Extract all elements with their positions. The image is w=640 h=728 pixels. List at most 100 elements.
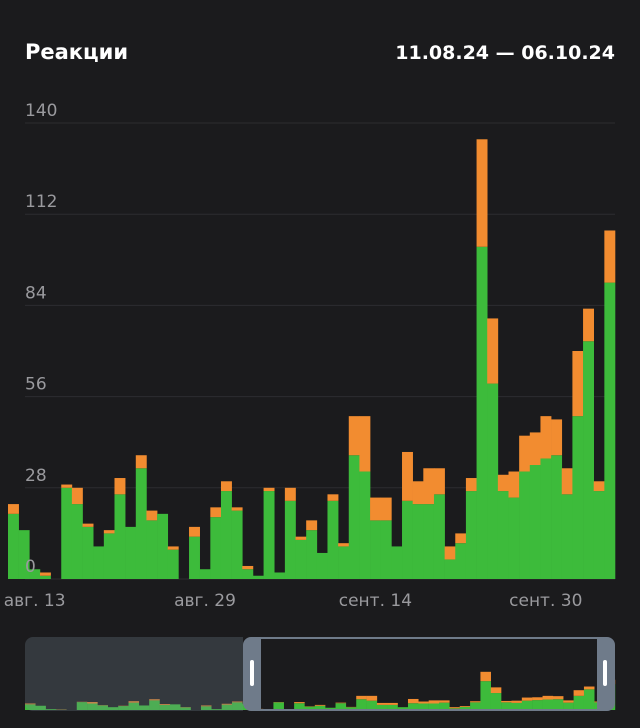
mini-bar-green: [128, 702, 140, 710]
bar-green: [18, 530, 30, 579]
mini-bar-orange: [459, 706, 471, 707]
bar-green: [348, 455, 360, 579]
mini-bar-orange: [387, 702, 398, 705]
bar-green: [423, 504, 435, 579]
mini-bar-orange: [159, 704, 171, 705]
bar-green: [327, 500, 339, 579]
bar-orange: [295, 536, 307, 540]
mini-bar-green: [149, 700, 160, 710]
bar-green: [242, 569, 254, 579]
bar-green: [572, 416, 584, 579]
bar-green: [338, 546, 350, 579]
mini-bar-orange: [25, 703, 36, 705]
bar-orange: [519, 435, 531, 472]
bar-green: [146, 520, 158, 579]
navigator-left-handle[interactable]: [250, 660, 254, 686]
mini-bar-orange: [542, 695, 554, 700]
bar-green: [551, 455, 563, 579]
navigator-unselected-area: [25, 637, 243, 711]
y-tick-labels: 0 28 56 84 112 140: [25, 101, 57, 577]
x-tick-label: сент. 30: [509, 591, 582, 611]
mini-bar-green: [294, 703, 305, 710]
bar-orange: [433, 468, 445, 495]
x-tick-label: авг. 29: [174, 591, 236, 611]
navigator-right-handle[interactable]: [603, 660, 607, 686]
bar-orange: [497, 474, 509, 492]
bar-orange: [583, 308, 595, 342]
mini-bar-green: [521, 700, 533, 710]
bar-orange: [370, 497, 382, 521]
mini-bar-orange: [583, 686, 595, 690]
bar-orange: [561, 468, 573, 495]
mini-bar-green: [76, 702, 88, 710]
mini-bar-green: [470, 702, 481, 710]
mini-bar-green: [407, 703, 419, 710]
bar-orange: [39, 572, 51, 576]
x-tick-labels: авг. 13 авг. 29 сент. 14 сент. 30: [4, 591, 583, 611]
mini-bar-orange: [232, 701, 243, 703]
mini-bar-green: [138, 705, 150, 710]
bar-green: [497, 491, 509, 579]
mini-bar-green: [335, 703, 347, 710]
bar-orange: [146, 510, 158, 521]
mini-bar-green: [563, 702, 574, 710]
bar-orange: [263, 487, 275, 492]
mini-bar-orange: [366, 695, 378, 701]
x-tick-label: сент. 14: [339, 591, 412, 611]
bar-orange: [359, 416, 371, 472]
bar-green: [189, 536, 200, 579]
mini-bar-orange: [490, 687, 502, 694]
bar-orange: [540, 416, 552, 459]
bar-green: [370, 520, 382, 579]
navigator-selection-window[interactable]: [243, 637, 615, 711]
mini-bar-green: [366, 700, 378, 710]
mini-bar-green: [376, 704, 388, 710]
mini-bar-green: [325, 707, 336, 710]
bar-green: [316, 552, 328, 579]
mini-bar-green: [501, 702, 512, 710]
y-tick-label: 112: [25, 192, 57, 212]
bar-orange: [455, 533, 467, 544]
bar-orange: [402, 451, 413, 501]
bar-green: [284, 500, 296, 579]
bar-orange: [189, 526, 200, 537]
mini-bar-orange: [149, 699, 160, 701]
bar-green: [593, 491, 605, 579]
mini-bar-orange: [470, 701, 481, 703]
bar-orange: [284, 487, 296, 501]
bar-orange: [306, 520, 318, 531]
bar-orange: [444, 546, 456, 560]
bar-orange: [412, 481, 424, 505]
mini-bar-green: [304, 706, 316, 710]
bar-green: [220, 491, 232, 579]
bar-green: [93, 546, 105, 579]
bar-orange: [348, 416, 360, 456]
bar-orange: [327, 494, 339, 501]
bar-green: [519, 471, 531, 579]
mini-bar-green: [490, 693, 502, 710]
mini-bar-green: [211, 709, 222, 710]
bar-green: [529, 465, 541, 579]
mini-bar-orange: [314, 704, 326, 706]
mini-bar-green: [97, 705, 109, 710]
mini-bar-orange: [449, 707, 460, 709]
bar-green: [433, 494, 445, 579]
mini-bar-green: [397, 707, 409, 710]
mini-bar-orange: [418, 701, 429, 704]
mini-bar-green: [418, 703, 429, 710]
mini-bar-orange: [87, 702, 98, 704]
bar-green: [274, 572, 286, 579]
mini-bar-orange: [376, 702, 388, 705]
mini-bar-green: [180, 707, 191, 710]
bar-green: [561, 494, 573, 579]
bar-orange: [572, 351, 584, 417]
bar-green: [508, 497, 520, 579]
bar-green: [412, 504, 424, 579]
bar-orange: [8, 504, 19, 514]
mini-bar-orange: [200, 705, 212, 707]
bar-green: [199, 569, 211, 579]
bar-orange: [508, 471, 520, 498]
bar-green: [540, 458, 552, 579]
bar-green: [604, 282, 616, 579]
bar-green: [465, 491, 477, 579]
